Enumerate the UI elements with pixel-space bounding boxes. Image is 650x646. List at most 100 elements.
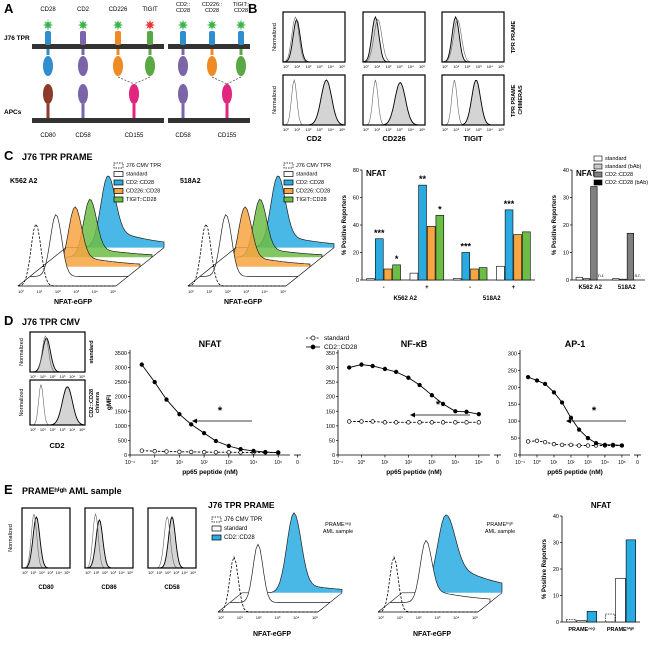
hist-tick-label: 10⁰	[148, 570, 154, 575]
data-point	[189, 422, 194, 427]
panel-letter: E	[4, 482, 13, 497]
legend-label: J76 CMV TPR	[126, 163, 161, 169]
hist-tick-label: 10¹	[294, 127, 300, 132]
x-tick-label: 10²	[405, 460, 413, 466]
bar	[513, 234, 522, 281]
chart-title: NFAT	[591, 501, 611, 510]
signal-star	[112, 19, 124, 31]
data-point	[602, 442, 608, 447]
ligand-domain	[78, 84, 88, 104]
ridge-histogram	[230, 543, 330, 603]
ligand-label: CD58	[175, 133, 191, 139]
data-point	[201, 449, 207, 455]
legend-label: CD226::CD28	[296, 189, 330, 195]
data-point	[453, 409, 458, 414]
panel-title: J76 TPR PRAME	[22, 152, 93, 162]
receptor-domain	[178, 56, 188, 76]
value-label: n.r.	[635, 273, 641, 278]
hist-tick-label: 10²	[306, 127, 312, 132]
panel-letter: C	[4, 148, 14, 163]
legend-label: standard	[296, 172, 317, 178]
data-point	[440, 420, 446, 425]
x-tick-label: 10⁰	[151, 460, 159, 466]
data-point	[238, 447, 243, 452]
y-tick-label: 3000	[115, 366, 127, 372]
receptor-label: TIGIT	[142, 7, 158, 13]
data-point	[139, 448, 144, 453]
y-tick-label: 40	[353, 223, 359, 229]
apc-label: APCs	[4, 109, 22, 116]
hist-tick-label: 10³	[397, 127, 403, 132]
histogram-filled	[30, 337, 85, 373]
data-point	[393, 369, 399, 375]
series-line	[527, 376, 622, 446]
hist-tick-label: 10⁴	[69, 374, 75, 379]
data-point	[226, 443, 231, 449]
hist-tick-label: 10⁰	[378, 615, 384, 620]
data-point	[593, 440, 599, 446]
legend-swatch	[283, 196, 294, 203]
x-tick-label: 10⁴	[250, 460, 258, 466]
hist-tick-label: 10²	[225, 289, 231, 294]
x-label: pp65 peptide (nM)	[386, 469, 442, 476]
bar	[522, 231, 531, 281]
panel-title: J76 TPR CMV	[22, 317, 80, 327]
panel-title: PRAMEʰⁱᵍʰ AML sample	[22, 486, 122, 496]
histogram-line	[30, 335, 85, 373]
hist-tick-label: 10²	[55, 289, 61, 294]
hist-tick-label: 10¹	[397, 615, 403, 620]
data-point	[568, 442, 574, 447]
legend-swatch	[283, 171, 294, 177]
histogram-filled	[283, 79, 346, 126]
y-label: % Positive Reporters	[552, 194, 558, 255]
legend-label: CD2::CD28	[126, 180, 154, 186]
x-tick-label: PRAMEʰⁱᵍʰ	[607, 626, 634, 633]
receptor-domain	[113, 56, 123, 76]
x-label: NFAT-eGFP	[224, 299, 262, 306]
hist-tick-label: 10⁰	[22, 570, 28, 575]
hist-tick-label: 10⁵	[312, 615, 318, 620]
bar	[504, 209, 514, 281]
x-tick-label: 10³	[428, 460, 436, 466]
data-point	[559, 400, 565, 405]
data-point	[406, 420, 411, 425]
hist-tick-label: 10³	[60, 427, 66, 432]
hist-tick-label: 10¹	[374, 127, 380, 132]
data-point	[347, 365, 352, 370]
significance: ***	[374, 228, 385, 238]
bar	[626, 232, 634, 281]
significance: ***	[461, 242, 472, 252]
bar	[625, 539, 636, 623]
legend-marker	[310, 335, 316, 341]
legend-swatch	[113, 196, 124, 203]
receptor-domain	[207, 56, 217, 76]
hist-tick-label: 10²	[306, 64, 312, 69]
histogram-frame	[282, 74, 346, 126]
data-point	[610, 442, 616, 447]
y-label: % Positive Reporters	[542, 538, 548, 599]
hist-tick-label: 10⁰	[188, 289, 194, 294]
x-tick-label: 10⁵	[475, 460, 483, 466]
bar	[452, 278, 462, 281]
hist-tick-label: 10⁵	[419, 127, 425, 132]
significance: *	[395, 254, 399, 264]
receptor-tail	[115, 31, 121, 45]
legend-label: TIGIT::CD28	[126, 197, 157, 203]
legend-label: TIGIT::CD28	[296, 197, 327, 203]
membrane	[168, 44, 250, 49]
data-point	[139, 362, 144, 367]
legend-swatch	[113, 162, 124, 169]
group-label: 518A2	[483, 296, 501, 302]
bar	[375, 238, 384, 281]
x-label: NFAT-eGFP	[413, 631, 451, 638]
bar	[575, 276, 583, 281]
receptor-label: CD28	[40, 7, 56, 13]
chart-title: NFAT	[366, 169, 386, 178]
bar	[366, 278, 375, 281]
significance: *	[592, 405, 597, 417]
y-label: gMFI	[106, 395, 113, 410]
hist-tick-label: 10³	[275, 615, 281, 620]
y-label: Normalized	[272, 86, 278, 114]
y-tick-label: 1500	[115, 409, 127, 415]
y-tick-label: 150	[508, 402, 517, 408]
